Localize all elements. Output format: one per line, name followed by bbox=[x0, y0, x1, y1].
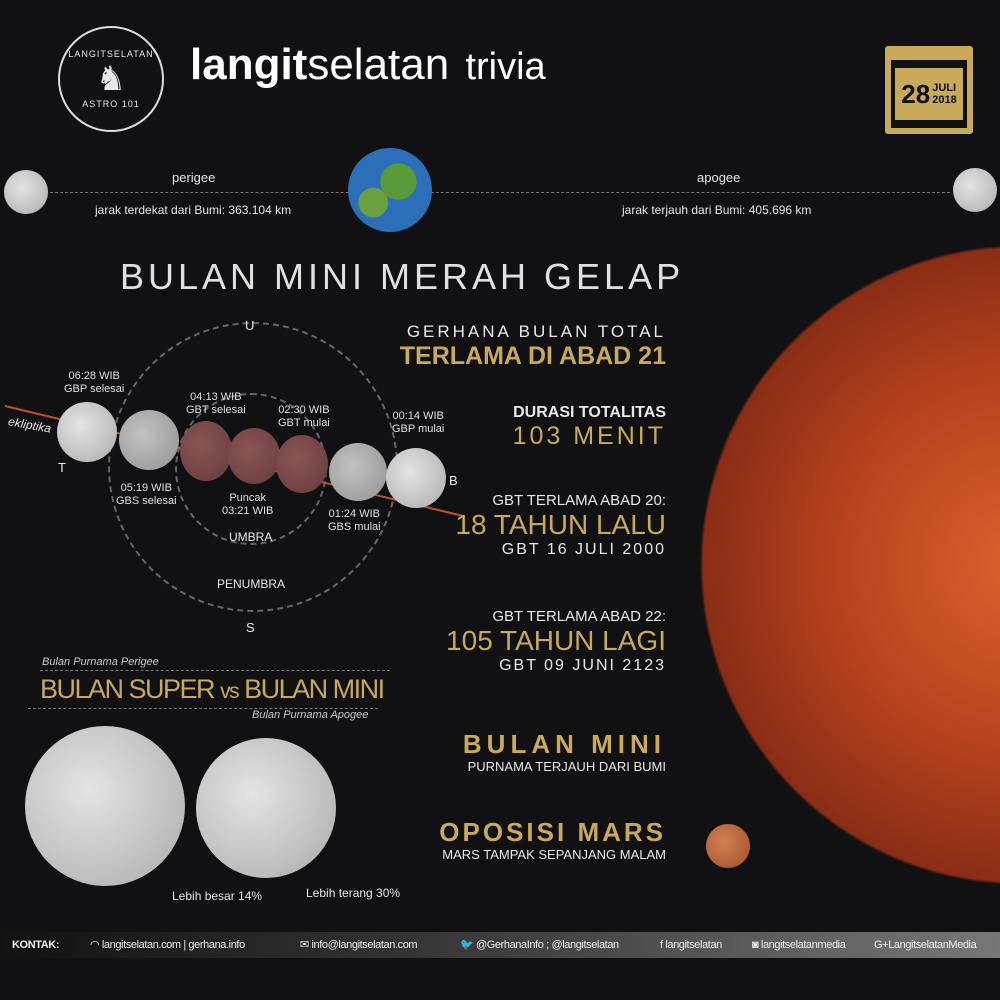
fact-mini-moon: BULAN MINI PURNAMA TERJAUH DARI BUMI bbox=[462, 729, 666, 774]
instagram-icon: ◙ bbox=[752, 939, 761, 951]
fact-20th-century: GBT TERLAMA ABAD 20: 18 TAHUN LALU GBT 1… bbox=[455, 492, 666, 559]
compare-title: BULAN SUPER vs BULAN MINI bbox=[40, 674, 385, 704]
fact-longest: GERHANA BULAN TOTAL TERLAMA DI ABAD 21 bbox=[399, 322, 666, 370]
page-title: langitselatan trivia bbox=[190, 40, 546, 90]
supermoon-image bbox=[25, 726, 185, 886]
date-day: 28 bbox=[901, 78, 931, 109]
moon-phase-blood bbox=[228, 428, 280, 484]
title-light: selatan bbox=[307, 40, 450, 89]
perigee-label: perigee bbox=[172, 170, 216, 185]
fact-22nd-century: GBT TERLAMA ABAD 22: 105 TAHUN LAGI GBT … bbox=[446, 608, 666, 675]
earth-image bbox=[348, 148, 432, 232]
event-gbp-selesai: 06:28 WIB GBP selesai bbox=[64, 370, 125, 395]
title-bold: langit bbox=[190, 40, 308, 89]
event-gbt-selesai: 04:13 WIB GBT selesai bbox=[186, 391, 246, 416]
event-gbs-selesai: 05:19 WIB GBS selesai bbox=[116, 482, 177, 507]
small-mars-image bbox=[706, 824, 750, 868]
facebook-link[interactable]: f langitselatan bbox=[660, 939, 722, 951]
minimoon-image bbox=[196, 738, 336, 878]
label-west: B bbox=[449, 473, 458, 488]
moon-phase bbox=[386, 448, 446, 508]
event-puncak: Puncak 03:21 WIB bbox=[222, 492, 274, 517]
calendar-icon: 28 JULI 2018 bbox=[885, 46, 973, 134]
divider bbox=[40, 670, 390, 671]
logo-sub: ASTRO 101 bbox=[82, 99, 140, 109]
moon-phase bbox=[329, 443, 387, 501]
gplus-icon: G+ bbox=[874, 939, 889, 951]
mars-image bbox=[700, 245, 1000, 885]
apogee-label: apogee bbox=[697, 170, 741, 185]
bigger-label: Lebih besar 14% bbox=[172, 889, 263, 903]
footer-contact-bar: KONTAK: ◠ langitselatan.com | gerhana.in… bbox=[0, 932, 1000, 958]
moon-phase bbox=[119, 410, 179, 470]
contact-label: KONTAK: bbox=[12, 939, 60, 951]
caption-perigee: Bulan Purnama Perigee bbox=[42, 656, 159, 668]
facebook-icon: f bbox=[660, 939, 666, 951]
apogee-distance: jarak terjauh dari Bumi: 405.696 km bbox=[622, 203, 812, 217]
label-ecliptic: ekliptika bbox=[7, 414, 53, 436]
apogee-moon bbox=[953, 168, 997, 212]
label-east: T bbox=[58, 460, 66, 475]
fact-duration: DURASI TOTALITAS 103 MENIT bbox=[512, 404, 666, 451]
label-umbra: UMBRA bbox=[229, 530, 273, 544]
perigee-distance: jarak terdekat dari Bumi: 363.104 km bbox=[95, 203, 292, 217]
caption-apogee: Bulan Purnama Apogee bbox=[252, 709, 369, 721]
rss-icon: ◠ bbox=[90, 939, 102, 951]
twitter-link[interactable]: 🐦 @GerhanaInfo ; @langitselatan bbox=[460, 939, 619, 951]
brighter-label: Lebih terang 30% bbox=[306, 886, 401, 900]
fact-mars-opposition: OPOSISI MARS MARS TAMPAK SEPANJANG MALAM bbox=[439, 817, 666, 862]
event-gbp-mulai: 00:14 WIB GBP mulai bbox=[392, 410, 445, 435]
event-gbt-mulai: 02:30 WIB GBT mulai bbox=[278, 404, 330, 429]
logo-text: LANGITSELATAN bbox=[68, 49, 154, 59]
rider-icon: ♞ bbox=[95, 60, 127, 98]
perigee-moon bbox=[4, 170, 48, 214]
logo: LANGITSELATAN ♞ ASTRO 101 bbox=[58, 26, 164, 132]
moon-phase-blood bbox=[180, 421, 232, 481]
label-north: U bbox=[245, 318, 255, 333]
mail-icon: ✉ bbox=[300, 939, 312, 951]
email-link[interactable]: ✉ info@langitselatan.com bbox=[300, 939, 418, 951]
event-gbs-mulai: 01:24 WIB GBS mulai bbox=[328, 508, 381, 533]
divider bbox=[28, 708, 378, 709]
date-month: JULI bbox=[932, 82, 957, 94]
date-year: 2018 bbox=[932, 94, 957, 106]
moon-phase-blood bbox=[276, 435, 328, 493]
distance-line bbox=[50, 192, 950, 193]
moon-phase bbox=[57, 402, 117, 462]
instagram-link[interactable]: ◙ langitselatanmedia bbox=[752, 939, 846, 951]
website-link[interactable]: ◠ langitselatan.com | gerhana.info bbox=[90, 939, 245, 951]
label-penumbra: PENUMBRA bbox=[217, 577, 286, 591]
gplus-link[interactable]: G+LangitselatanMedia bbox=[874, 939, 977, 951]
label-south: S bbox=[246, 620, 255, 635]
title-suffix: trivia bbox=[465, 46, 546, 88]
twitter-icon: 🐦 bbox=[460, 939, 476, 951]
main-title: BULAN MINI MERAH GELAP bbox=[120, 256, 685, 297]
